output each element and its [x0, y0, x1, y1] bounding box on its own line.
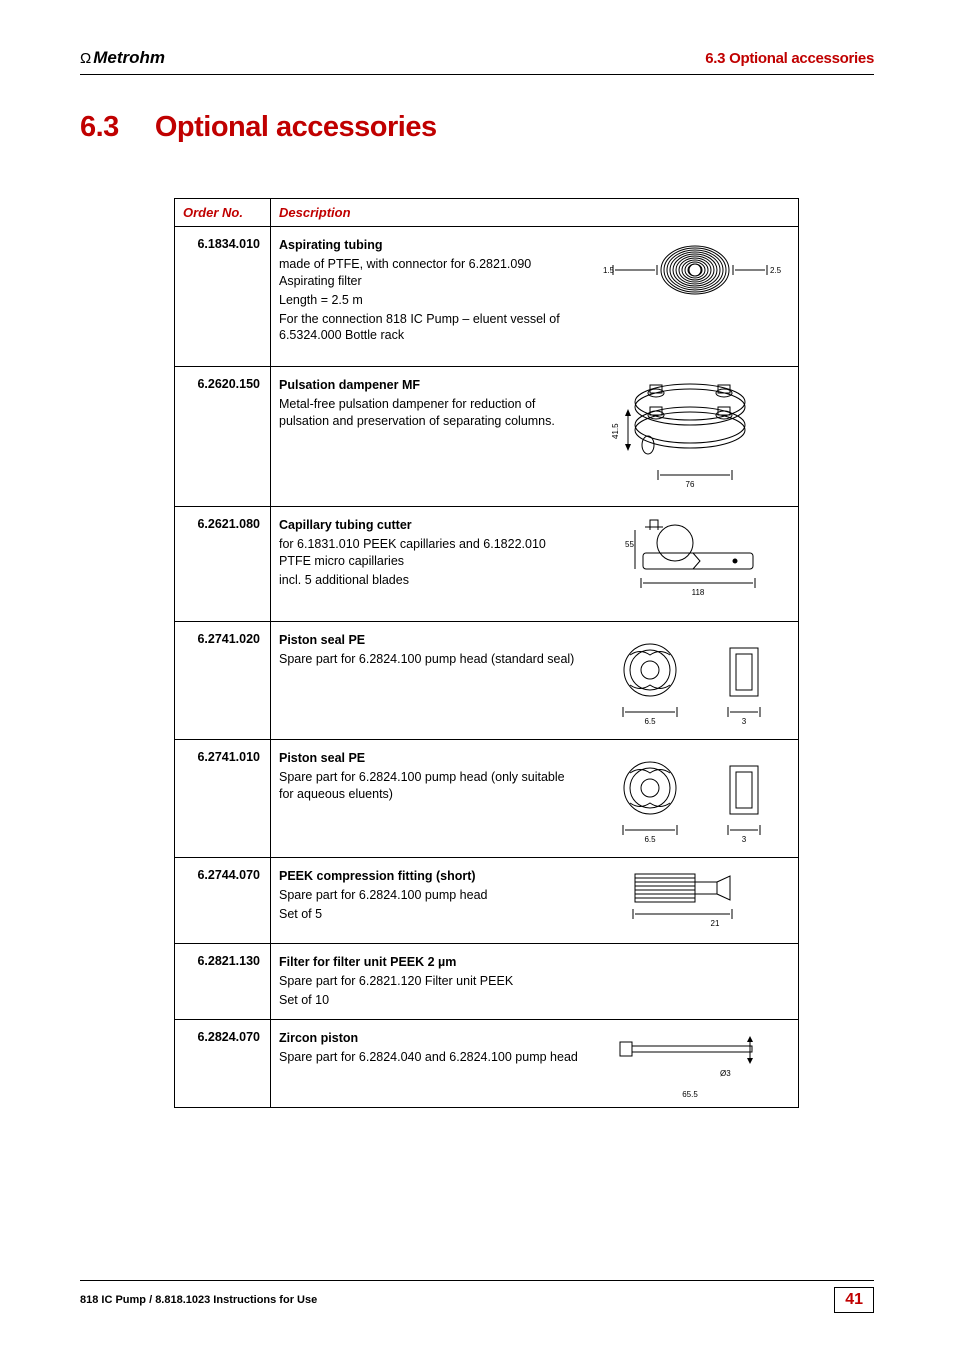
item-diagram: 55 118: [590, 515, 790, 605]
capillary-cutter-icon: 55 118: [595, 515, 785, 605]
item-title: Zircon piston: [279, 1030, 579, 1047]
svg-text:3: 3: [742, 835, 747, 844]
order-no-cell: 6.2620.150: [175, 367, 271, 507]
item-title: Piston seal PE: [279, 750, 579, 767]
description-text: PEEK compression fitting (short) Spare pa…: [279, 868, 579, 923]
aspirating-tubing-icon: 1.5 2.5: [595, 235, 785, 305]
svg-text:41.5: 41.5: [611, 423, 620, 439]
order-no-cell: 6.2824.070: [175, 1019, 271, 1107]
description-text: Pulsation dampener MF Metal-free pulsatio…: [279, 377, 579, 430]
page-footer: 818 IC Pump / 8.818.1023 Instructions fo…: [80, 1280, 874, 1313]
order-no-cell: 6.2744.070: [175, 858, 271, 944]
description-cell: Zircon piston Spare part for 6.2824.040 a…: [271, 1019, 799, 1107]
item-title: Filter for filter unit PEEK 2 µm: [279, 954, 579, 971]
piston-seal-icon: 6.5 3: [600, 748, 780, 848]
item-title: PEEK compression fitting (short): [279, 868, 579, 885]
description-cell: Piston seal PE Spare part for 6.2824.100 …: [271, 622, 799, 740]
footer-doc-title: 818 IC Pump / 8.818.1023 Instructions fo…: [80, 1294, 317, 1306]
compression-fitting-icon: 21: [605, 866, 775, 928]
zircon-piston-icon: Ø3: [600, 1028, 780, 1088]
description-text: Piston seal PE Spare part for 6.2824.100 …: [279, 750, 579, 803]
brand-logo: ΩMetrohm: [80, 48, 165, 68]
item-title: Aspirating tubing: [279, 237, 579, 254]
item-diagram: 6.5 3: [590, 748, 790, 848]
col-order-no: Order No.: [175, 199, 271, 227]
item-title: Piston seal PE: [279, 632, 579, 649]
item-line: incl. 5 additional blades: [279, 572, 579, 589]
item-title: Pulsation dampener MF: [279, 377, 579, 394]
item-line: Spare part for 6.2824.040 and 6.2824.100…: [279, 1049, 579, 1066]
svg-text:76: 76: [686, 480, 695, 489]
table-row: 6.2621.080 Capillary tubing cutter for 6.…: [175, 507, 799, 622]
accessories-table: Order No. Description 6.1834.010 Aspirat…: [174, 198, 799, 1108]
description-text: Aspirating tubing made of PTFE, with conn…: [279, 237, 579, 344]
piston-seal-icon: 6.5 3: [600, 630, 780, 730]
table-header-row: Order No. Description: [175, 199, 799, 227]
table-row: 6.2744.070 PEEK compression fitting (sho…: [175, 858, 799, 944]
header-section-ref: 6.3 Optional accessories: [705, 50, 874, 67]
description-cell: PEEK compression fitting (short) Spare pa…: [271, 858, 799, 944]
item-line: made of PTFE, with connector for 6.2821.…: [279, 256, 579, 290]
svg-text:55: 55: [625, 540, 634, 549]
table-row: 6.2620.150 Pulsation dampener MF Metal-fr…: [175, 367, 799, 507]
item-line: for 6.1831.010 PEEK capillaries and 6.18…: [279, 536, 579, 570]
dim-label: 65.5: [590, 1090, 790, 1099]
pulsation-dampener-icon: 41.5 76: [600, 375, 780, 495]
table-row: 6.2824.070 Zircon piston Spare part for 6…: [175, 1019, 799, 1107]
description-text: Filter for filter unit PEEK 2 µm Spare pa…: [279, 954, 579, 1009]
order-no-cell: 6.2621.080: [175, 507, 271, 622]
item-line: Set of 10: [279, 992, 579, 1009]
svg-text:118: 118: [692, 588, 705, 597]
svg-text:2.5: 2.5: [770, 266, 782, 275]
order-no-cell: 6.1834.010: [175, 227, 271, 367]
table-row: 6.2741.020 Piston seal PE Spare part for …: [175, 622, 799, 740]
description-cell: Filter for filter unit PEEK 2 µm Spare pa…: [271, 944, 799, 1020]
description-cell: Capillary tubing cutter for 6.1831.010 PE…: [271, 507, 799, 622]
description-cell: Piston seal PE Spare part for 6.2824.100 …: [271, 740, 799, 858]
section-title: Optional accessories: [155, 111, 437, 143]
col-description: Description: [271, 199, 799, 227]
description-text: Capillary tubing cutter for 6.1831.010 PE…: [279, 517, 579, 589]
table-row: 6.2741.010 Piston seal PE Spare part for …: [175, 740, 799, 858]
item-line: Spare part for 6.2824.100 pump head (onl…: [279, 769, 579, 803]
order-no-cell: 6.2741.020: [175, 622, 271, 740]
svg-text:21: 21: [711, 919, 720, 928]
item-title: Capillary tubing cutter: [279, 517, 579, 534]
svg-text:6.5: 6.5: [644, 717, 656, 726]
item-line: Spare part for 6.2824.100 pump head: [279, 887, 579, 904]
item-diagram: 6.5 3: [590, 630, 790, 730]
svg-text:Ø3: Ø3: [720, 1069, 731, 1078]
description-cell: Aspirating tubing made of PTFE, with conn…: [271, 227, 799, 367]
item-diagram: Ø3 65.5: [590, 1028, 790, 1099]
table-row: 6.2821.130 Filter for filter unit PEEK 2…: [175, 944, 799, 1020]
page-header: ΩMetrohm 6.3 Optional accessories: [80, 48, 874, 75]
table-row: 6.1834.010 Aspirating tubing made of PTFE…: [175, 227, 799, 367]
item-diagram: 41.5 76: [590, 375, 790, 495]
description-text: Piston seal PE Spare part for 6.2824.100 …: [279, 632, 579, 668]
item-line: Length = 2.5 m: [279, 292, 579, 309]
item-diagram: 1.5 2.5: [590, 235, 790, 305]
item-line: For the connection 818 IC Pump – eluent …: [279, 311, 579, 345]
svg-text:3: 3: [742, 717, 747, 726]
item-line: Spare part for 6.2824.100 pump head (sta…: [279, 651, 579, 668]
item-diagram: 21: [590, 866, 790, 928]
section-heading: 6.3 Optional accessories: [80, 111, 874, 144]
svg-text:6.5: 6.5: [644, 835, 656, 844]
description-cell: Pulsation dampener MF Metal-free pulsatio…: [271, 367, 799, 507]
item-line: Metal-free pulsation dampener for reduct…: [279, 396, 579, 430]
order-no-cell: 6.2821.130: [175, 944, 271, 1020]
item-line: Spare part for 6.2821.120 Filter unit PE…: [279, 973, 579, 990]
section-number: 6.3: [80, 111, 119, 143]
description-text: Zircon piston Spare part for 6.2824.040 a…: [279, 1030, 579, 1066]
page-number: 41: [834, 1287, 874, 1313]
item-line: Set of 5: [279, 906, 579, 923]
order-no-cell: 6.2741.010: [175, 740, 271, 858]
